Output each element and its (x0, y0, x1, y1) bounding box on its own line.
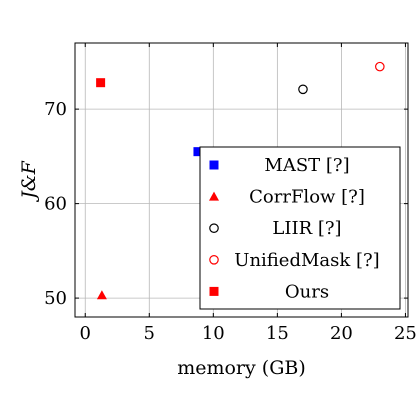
axis-ticks: 0 5 10 15 20 25 50 60 70 (44, 43, 417, 344)
data-point (96, 290, 107, 300)
legend-label: CorrFlow [?] (249, 187, 365, 208)
y-tick-label: 50 (44, 288, 67, 309)
x-tick-label: 15 (266, 323, 289, 344)
y-axis-label: J&F (18, 160, 40, 203)
legend-label: LIIR [?] (272, 218, 341, 239)
data-point (375, 61, 385, 72)
legend-marker (209, 286, 219, 296)
legend-label: Ours (285, 281, 329, 302)
legend-label: MAST [?] (264, 155, 349, 176)
data-point (96, 78, 106, 88)
x-tick-label: 5 (144, 323, 155, 344)
data-point (298, 84, 308, 95)
legend-marker (209, 160, 219, 170)
y-tick-label: 60 (44, 194, 67, 215)
data-points (96, 61, 385, 300)
x-tick-label: 0 (80, 323, 91, 344)
legend-box (199, 146, 401, 310)
y-tick-label: 70 (44, 99, 67, 120)
x-axis-label: memory (GB) (177, 357, 306, 379)
x-tick-label: 20 (330, 323, 353, 344)
plot-frame (74, 42, 409, 318)
legend-marker (209, 223, 219, 233)
data-point (193, 147, 203, 157)
legend-marker (209, 254, 219, 265)
legend-label: UnifiedMask [?] (234, 250, 379, 271)
legend: MAST [?] CorrFlow [?] LIIR [?] UnifiedMask … (199, 146, 401, 310)
legend-marker (209, 191, 219, 201)
x-tick-label: 25 (394, 323, 417, 344)
x-tick-label: 10 (202, 323, 225, 344)
